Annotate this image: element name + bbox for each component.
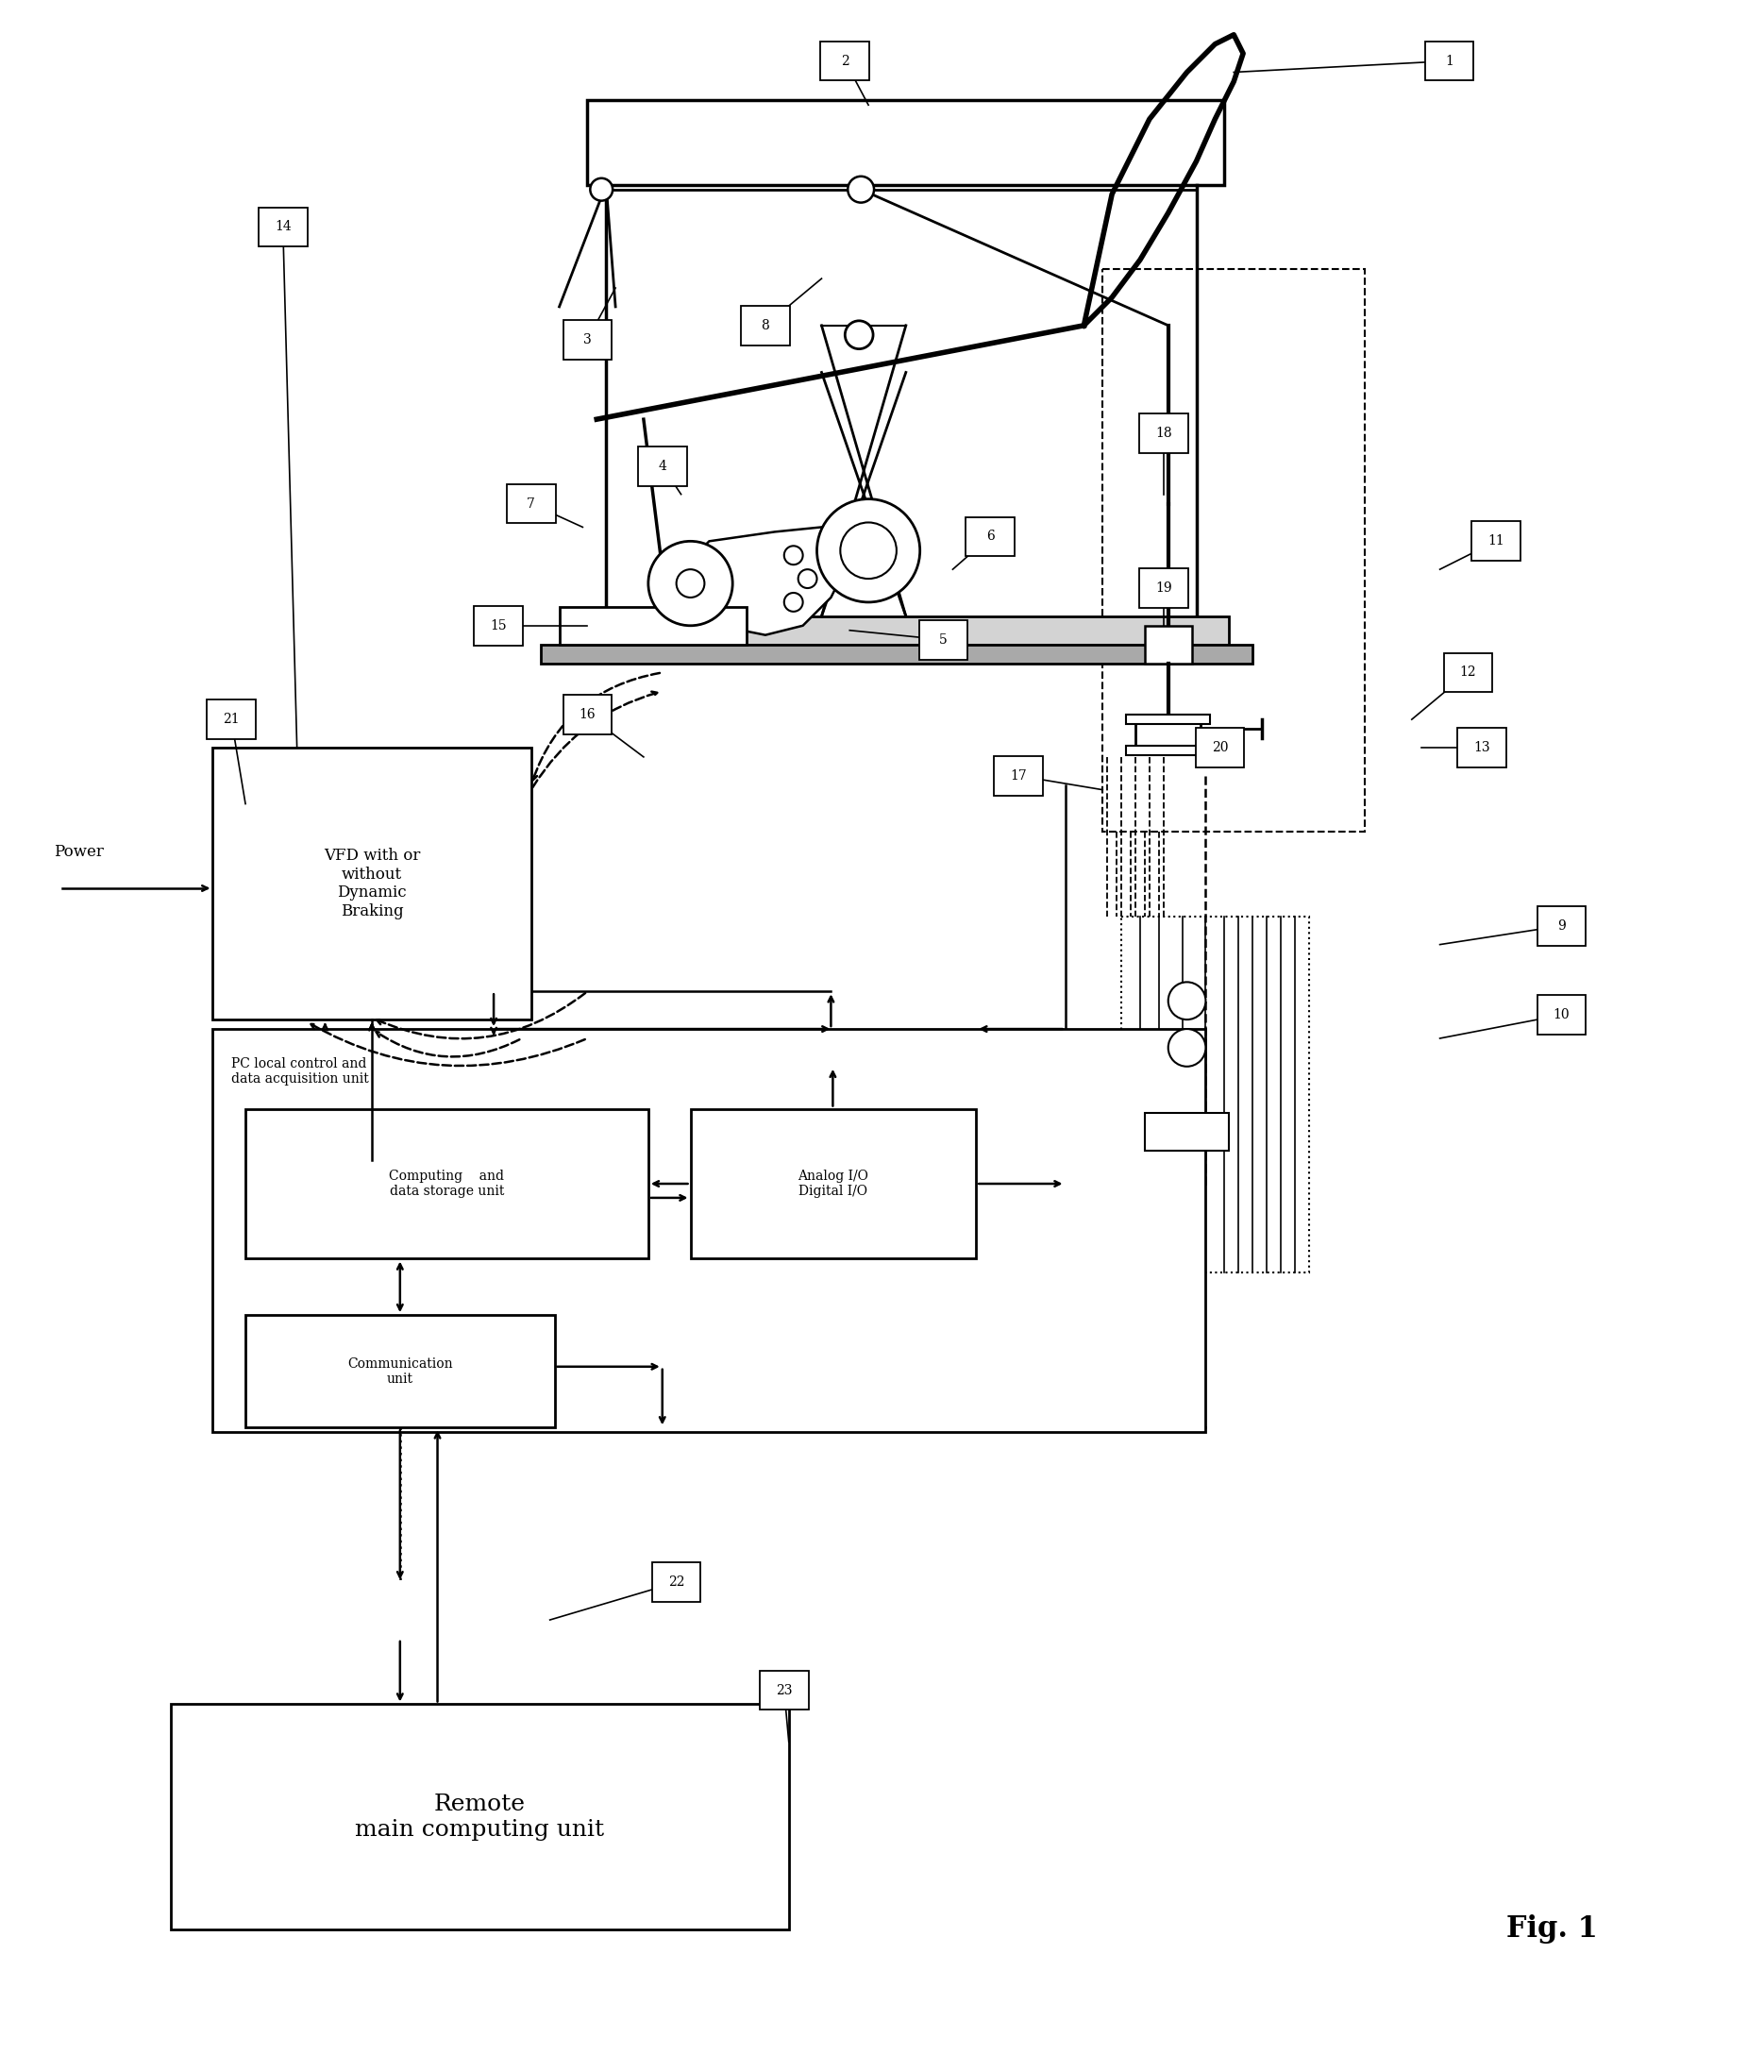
Bar (559, 607, 746, 644)
Text: Computing    and
data storage unit: Computing and data storage unit (390, 1169, 505, 1198)
Bar (587, 99, 1224, 184)
Bar (506, 485, 556, 524)
Text: 14: 14 (275, 220, 291, 234)
Bar (213, 1030, 1205, 1432)
Bar (993, 756, 1043, 796)
Text: 22: 22 (669, 1577, 684, 1589)
Text: 17: 17 (1011, 769, 1027, 783)
Bar (1471, 522, 1521, 562)
Bar (1196, 727, 1244, 767)
Text: 13: 13 (1473, 742, 1491, 754)
Text: Fig. 1: Fig. 1 (1506, 1915, 1598, 1944)
Bar (563, 694, 612, 733)
Text: 15: 15 (490, 620, 506, 632)
Bar (1140, 568, 1187, 607)
Text: 10: 10 (1554, 1009, 1570, 1021)
Text: 7: 7 (527, 497, 534, 510)
Text: 5: 5 (938, 634, 947, 646)
Bar (540, 644, 1252, 663)
Bar (1125, 715, 1210, 723)
Circle shape (785, 593, 803, 611)
Circle shape (676, 570, 704, 597)
Circle shape (845, 321, 873, 348)
Text: 16: 16 (579, 709, 596, 721)
Bar (820, 41, 870, 81)
Text: 11: 11 (1487, 535, 1505, 547)
Text: 21: 21 (222, 713, 240, 725)
Text: 12: 12 (1459, 665, 1476, 680)
Bar (475, 605, 522, 644)
Circle shape (1168, 1030, 1205, 1067)
Bar (1536, 905, 1586, 945)
Bar (206, 700, 256, 740)
Bar (1536, 995, 1586, 1034)
Bar (1457, 727, 1506, 767)
Bar (259, 207, 307, 247)
Text: 6: 6 (986, 530, 995, 543)
Bar (563, 319, 612, 358)
Bar (653, 1562, 700, 1602)
Text: Power: Power (53, 843, 104, 860)
Circle shape (647, 541, 732, 626)
Bar (1102, 269, 1365, 833)
Bar (919, 620, 968, 659)
Text: 4: 4 (658, 460, 667, 472)
Bar (1443, 653, 1492, 692)
Bar (967, 516, 1014, 555)
Bar (1122, 916, 1309, 1272)
Bar (1140, 414, 1187, 454)
Bar (1425, 41, 1473, 81)
Circle shape (785, 545, 803, 566)
Bar (213, 748, 531, 1019)
Bar (1125, 746, 1210, 754)
Text: 8: 8 (762, 319, 769, 332)
Text: Remote
main computing unit: Remote main computing unit (355, 1794, 605, 1840)
Circle shape (797, 570, 817, 588)
Text: 1: 1 (1445, 54, 1454, 68)
Bar (690, 1109, 975, 1260)
Bar (171, 1705, 789, 1929)
Text: 3: 3 (584, 334, 591, 346)
Circle shape (840, 522, 896, 578)
Circle shape (591, 178, 612, 201)
Circle shape (1168, 982, 1205, 1019)
Bar (245, 1109, 647, 1260)
Bar (564, 615, 1230, 644)
Text: 23: 23 (776, 1685, 792, 1697)
Bar (741, 307, 790, 346)
Bar (639, 445, 686, 485)
Bar (1145, 626, 1192, 663)
Circle shape (848, 176, 873, 203)
Text: Communication
unit: Communication unit (348, 1357, 453, 1386)
Text: 19: 19 (1155, 582, 1171, 595)
Bar (760, 1670, 808, 1709)
Text: Analog I/O
Digital I/O: Analog I/O Digital I/O (797, 1169, 868, 1198)
Circle shape (817, 499, 921, 603)
Text: 18: 18 (1155, 427, 1171, 439)
Text: PC local control and
data acquisition unit: PC local control and data acquisition un… (231, 1057, 369, 1086)
Text: VFD with or
without
Dynamic
Braking: VFD with or without Dynamic Braking (323, 847, 420, 920)
Text: 9: 9 (1558, 920, 1566, 932)
Text: 2: 2 (841, 54, 848, 68)
Polygon shape (672, 526, 850, 634)
Text: 20: 20 (1212, 742, 1228, 754)
Bar (1145, 1113, 1230, 1150)
Bar (245, 1316, 554, 1428)
Bar (1136, 719, 1201, 748)
